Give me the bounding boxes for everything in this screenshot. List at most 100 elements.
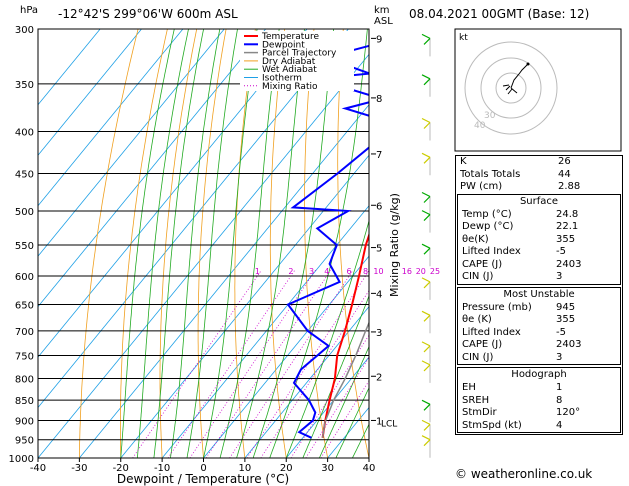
surface-title: Surface: [519, 195, 559, 207]
hodograph-ring: [480, 57, 542, 119]
mixing-ratio-line: [132, 269, 262, 458]
hodo-row: StmSpd (kt) 4: [458, 420, 620, 433]
series-line-parcel-trajectory: [321, 321, 369, 438]
surface-row: Lifted Index -5: [458, 246, 620, 259]
mu-row: CAPE (J) 2403: [458, 339, 620, 352]
hodograph-trace: [510, 63, 529, 89]
hodo-row: SREH 8: [458, 395, 620, 408]
mixing-ratio-tick-label: 3: [309, 267, 314, 276]
surface-row: CAPE (J) 2403: [458, 259, 620, 272]
x-tick-label: 40: [363, 463, 376, 474]
wind-barb-icon: [421, 33, 431, 45]
hodo-row: EH 1: [458, 382, 620, 395]
mixing-ratio-line: [205, 269, 332, 458]
mixing-ratio-axis-label: Mixing Ratio (g/kg): [388, 193, 401, 297]
x-tick-label: 30: [321, 463, 334, 474]
km-tick-label: 4: [376, 289, 382, 300]
surface-label: CAPE (J): [462, 258, 503, 270]
dry-adiabat-line: [269, 29, 287, 458]
hodo-value: 1: [556, 382, 563, 393]
mu-row: Lifted Index -5: [458, 327, 620, 340]
mu-value: -5: [556, 326, 566, 338]
x-tick-label: 0: [200, 463, 206, 474]
pressure-tick-label: 450: [15, 169, 34, 180]
mixing-ratio-line: [167, 269, 296, 458]
hodo-label: EH: [462, 382, 476, 393]
isotherm-line: [38, 29, 308, 358]
index-row-totals: Totals Totals 44: [456, 169, 622, 182]
hodograph-unit: kt: [459, 33, 468, 43]
km-tick-label: 9: [376, 34, 382, 45]
wind-barb-icon: [421, 435, 431, 447]
hodo-label: StmDir: [462, 407, 497, 418]
surface-label: θe(K): [462, 233, 489, 245]
surface-row: θe(K) 355: [458, 234, 620, 247]
dry-adiabat-line: [197, 29, 227, 458]
surface-row: CIN (J) 3: [458, 271, 620, 284]
dry-adiabat-line: [79, 29, 139, 458]
indices-table: K 26 Totals Totals 44 PW (cm) 2.88 Surface …: [455, 155, 623, 435]
pressure-tick-label: 300: [15, 25, 34, 36]
wet-adiabat-line: [269, 29, 368, 458]
mixing-ratio-line: [229, 269, 354, 458]
mixing-ratio-line: [260, 289, 369, 458]
isotherm-line: [38, 53, 369, 458]
isotherm-line: [120, 154, 369, 458]
wet-adiabat-line: [252, 29, 334, 458]
mixing-ratio-tick-label: 6: [347, 267, 352, 276]
wind-barb-icon: [421, 210, 431, 222]
index-value: 2.88: [558, 181, 581, 192]
wind-barb-icon: [421, 360, 431, 372]
hodograph-ring: [464, 41, 558, 135]
mixing-ratio-tick-label: 20: [416, 267, 426, 276]
index-label: Totals Totals: [460, 168, 521, 180]
legend-label: Isotherm: [262, 74, 302, 84]
km-tick-label: 7: [376, 150, 382, 161]
x-axis-label: Dewpoint / Temperature (°C): [117, 472, 289, 486]
hodo-label: SREH: [462, 394, 490, 406]
wet-adiabat-line: [136, 29, 189, 458]
pressure-tick-label: 650: [15, 301, 34, 312]
legend-label: Temperature: [261, 32, 319, 42]
mixing-ratio-tick-label: 2: [288, 267, 293, 276]
isotherm-line: [244, 305, 369, 458]
hodograph-storm-motion: [502, 84, 518, 95]
mixing-ratio-line: [290, 334, 369, 458]
index-label: PW (cm): [460, 181, 503, 192]
mu-value: 945: [556, 301, 576, 313]
wind-barb-icon: [421, 341, 431, 353]
isotherm-line: [285, 356, 369, 458]
legend-label: Dry Adiabat: [262, 57, 316, 67]
km-label: km: [374, 5, 390, 16]
pressure-tick-label: 900: [15, 416, 34, 427]
most-unstable-box: Most Unstable Pressure (mb) 945 θe (K) 355…: [457, 286, 621, 365]
index-label: K: [460, 156, 467, 167]
pressure-tick-label: 800: [15, 374, 34, 385]
wet-adiabat-line: [120, 29, 175, 458]
hodograph-ring-label: 30: [484, 111, 496, 121]
isotherm-line: [203, 255, 369, 458]
mu-label: θe (K): [462, 314, 492, 325]
wind-barb-icon: [421, 310, 431, 322]
surface-value: -5: [556, 246, 566, 257]
most-unstable-title: Most Unstable: [503, 288, 575, 300]
location-title: -12°42'S 299°06'W 600m ASL: [58, 7, 238, 21]
mu-label: CIN (J): [462, 351, 494, 363]
wind-barb-icon: [421, 74, 431, 86]
legend-label: Mixing Ratio: [262, 82, 318, 92]
mixing-ratio-line: [246, 269, 369, 458]
wet-adiabat-line: [335, 386, 369, 458]
mu-value: 2403: [556, 339, 582, 350]
legend-label: Parcel Trajectory: [262, 49, 337, 59]
legend-label: Dewpoint: [262, 40, 305, 50]
mixing-ratio-tick-label: 25: [430, 267, 440, 276]
x-tick-label: -10: [154, 463, 170, 474]
wind-barb-icon: [421, 152, 431, 164]
pressure-tick-label: 400: [15, 128, 34, 139]
km-tick-label: 1: [376, 416, 382, 427]
mixing-ratio-tick-label: 10: [373, 267, 383, 276]
watermark: © weatheronline.co.uk: [455, 467, 593, 481]
